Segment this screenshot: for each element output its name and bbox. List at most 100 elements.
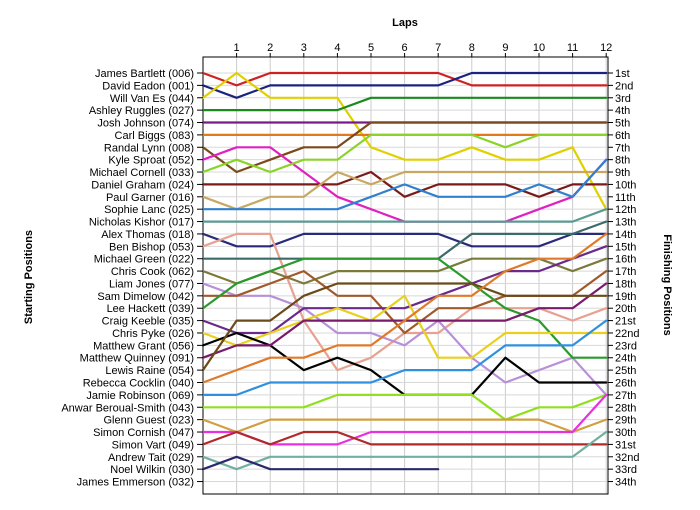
driver-label: Simon Vart (049)	[112, 439, 194, 451]
finishing-position-label: 12th	[615, 204, 636, 216]
driver-label: Ashley Ruggles (027)	[89, 105, 194, 117]
finishing-position-label: 13th	[615, 217, 636, 229]
series-line	[201, 232, 608, 248]
finishing-position-label: 5th	[615, 118, 630, 130]
finishing-position-label: 20th	[615, 303, 636, 315]
series-line	[201, 430, 608, 446]
driver-label: Matthew Quinney (091)	[80, 353, 194, 365]
driver-label: Anwar Beroual-Smith (043)	[61, 402, 194, 414]
finishing-position-label: 3rd	[615, 93, 631, 105]
driver-label: Daniel Graham (024)	[91, 179, 194, 191]
lap-tick-label: 6	[402, 42, 408, 54]
series-line	[201, 71, 608, 87]
driver-label: James Bartlett (006)	[95, 68, 194, 80]
series-line	[201, 430, 608, 471]
series-line	[201, 71, 608, 211]
finishing-position-label: 6th	[615, 130, 630, 142]
finishing-position-label: 31st	[615, 439, 636, 451]
driver-label: Craig Keeble (035)	[102, 316, 194, 328]
series-line	[201, 71, 608, 99]
driver-label: Carl Biggs (083)	[115, 130, 194, 142]
series-line	[201, 282, 608, 372]
driver-label: Matthew Grant (056)	[93, 340, 194, 352]
driver-label: Paul Garner (016)	[106, 192, 194, 204]
finishing-position-label: 33rd	[615, 464, 637, 476]
finishing-position-label: 18th	[615, 278, 636, 290]
finishing-position-label: 14th	[615, 229, 636, 241]
lap-tick-label: 4	[334, 42, 340, 54]
lap-tick-label: 8	[469, 42, 475, 54]
driver-label: Chris Pyke (026)	[112, 328, 194, 340]
finishing-position-label: 22nd	[615, 328, 639, 340]
driver-label: Ben Bishop (053)	[109, 241, 194, 253]
driver-label: Jamie Robinson (069)	[86, 390, 194, 402]
series-line	[201, 232, 608, 384]
series-line	[201, 418, 608, 434]
lap-tick-label: 11	[567, 42, 578, 54]
driver-label: Kyle Sproat (052)	[108, 155, 194, 167]
finishing-position-label: 30th	[615, 427, 636, 439]
series-line	[201, 170, 608, 211]
driver-label: Chris Cook (062)	[111, 266, 194, 278]
driver-label: Alex Thomas (018)	[101, 229, 194, 241]
finishing-position-label: 7th	[615, 142, 630, 154]
driver-label: Will Van Es (044)	[110, 93, 194, 105]
finishing-position-label: 21st	[615, 316, 636, 328]
finishing-position-label: 16th	[615, 254, 636, 266]
finishing-position-label: 4th	[615, 105, 630, 117]
finishing-position-label: 17th	[615, 266, 636, 278]
series-line	[201, 393, 608, 421]
series-line	[201, 257, 608, 359]
driver-label: Josh Johnson (074)	[97, 118, 194, 130]
series-line	[201, 208, 608, 223]
finishing-position-label: 10th	[615, 179, 636, 191]
series-line	[201, 294, 608, 359]
series-line	[201, 133, 608, 174]
finishing-position-label: 23rd	[615, 340, 637, 352]
series-line	[201, 170, 608, 198]
driver-label: David Eadon (001)	[102, 80, 194, 92]
finishing-position-label: 11th	[615, 192, 636, 204]
lap-tick-label: 5	[368, 42, 374, 54]
finishing-position-label: 29th	[615, 415, 636, 427]
driver-label: Glenn Guest (023)	[104, 415, 195, 427]
driver-label: Randal Lynn (008)	[104, 142, 194, 154]
lap-tick-label: 10	[533, 42, 545, 54]
chart-title: Laps	[392, 17, 418, 29]
driver-label: Simon Cornish (047)	[93, 427, 194, 439]
y-axis-label-left: Starting Positions	[23, 230, 35, 324]
driver-label: Nicholas Kishor (017)	[89, 217, 194, 229]
y-axis-label-right: Finishing Positions	[661, 234, 673, 335]
driver-label: Lee Hackett (039)	[107, 303, 194, 315]
finishing-position-label: 28th	[615, 402, 636, 414]
lap-tick-label: 2	[267, 42, 273, 54]
finishing-position-label: 24th	[615, 353, 636, 365]
finishing-position-label: 32nd	[615, 452, 639, 464]
finishing-position-label: 19th	[615, 291, 636, 303]
driver-label: Michael Green (022)	[94, 254, 194, 266]
finishing-position-label: 34th	[615, 477, 636, 489]
finishing-position-label: 9th	[615, 167, 630, 179]
finishing-position-label: 27th	[615, 390, 636, 402]
series-line	[201, 158, 608, 211]
series-line	[201, 121, 608, 174]
driver-label: Rebecca Cocklin (040)	[83, 378, 194, 390]
lap-tick-label: 7	[435, 42, 441, 54]
driver-label: Lewis Raine (054)	[105, 365, 194, 377]
driver-label: Michael Cornell (033)	[89, 167, 194, 179]
lap-tick-label: 9	[502, 42, 508, 54]
driver-label: James Emmerson (032)	[77, 477, 194, 489]
driver-label: Sam Dimelow (042)	[97, 291, 194, 303]
finishing-position-label: 26th	[615, 378, 636, 390]
lap-tick-labels: 1 2 3 4 5 6 7 8 9 10 11 12	[234, 42, 612, 57]
series-line	[201, 455, 440, 471]
finishing-position-label: 25th	[615, 365, 636, 377]
driver-label: Liam Jones (077)	[109, 278, 194, 290]
finishing-position-label: 8th	[615, 155, 630, 167]
series-line	[201, 282, 608, 396]
lap-tick-label: 1	[234, 42, 240, 54]
finishing-position-label: 1st	[615, 68, 630, 80]
finishing-position-label: 2nd	[615, 80, 633, 92]
lap-tick-label: 12	[600, 42, 612, 54]
